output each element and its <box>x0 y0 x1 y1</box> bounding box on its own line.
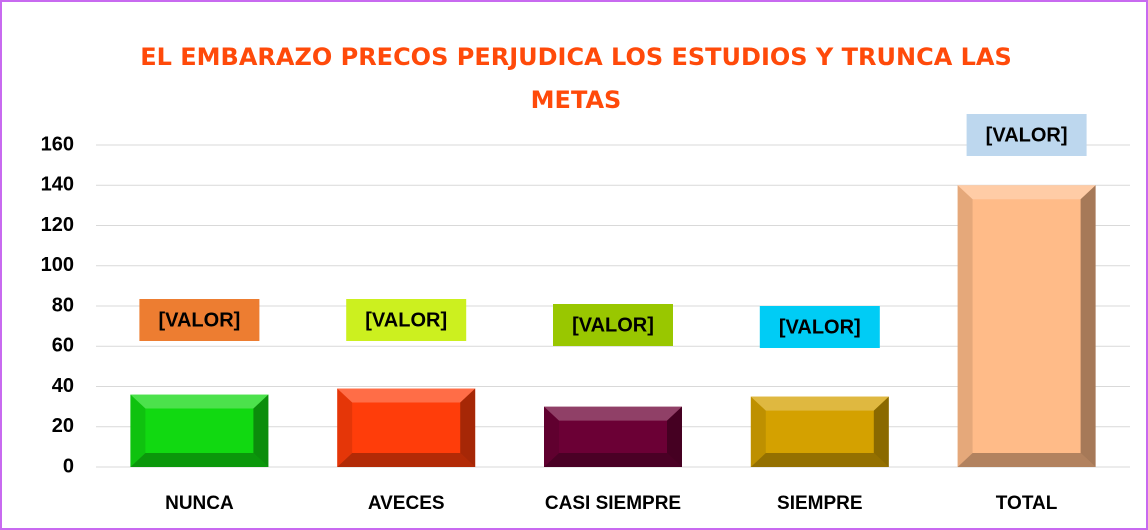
y-tick-label: 140 <box>41 174 74 196</box>
bar <box>337 388 476 467</box>
data-label: [VALOR] <box>365 309 447 331</box>
data-label: [VALOR] <box>986 124 1068 146</box>
data-label-box <box>139 299 260 341</box>
chart-title: EL EMBARAZO PRECOS PERJUDICA LOS ESTUDIO… <box>140 43 1012 114</box>
bar-bevel <box>1080 185 1096 467</box>
x-tick-label: TOTAL <box>996 493 1058 514</box>
bar-bevel <box>544 406 559 467</box>
bar-bevel <box>544 453 682 467</box>
bar <box>544 406 682 467</box>
data-label-box <box>346 299 467 341</box>
bar-bevel <box>750 453 889 467</box>
x-tick-label: SIEMPRE <box>777 493 863 514</box>
bar-bevel <box>957 185 1096 200</box>
data-label-box <box>553 304 673 346</box>
bar-bevel <box>130 394 269 409</box>
bar-bevel <box>337 388 476 403</box>
bar-bevel <box>667 406 682 467</box>
bar-bevel <box>873 396 889 467</box>
x-tick-label: CASI SIEMPRE <box>545 493 681 514</box>
bar-bevel <box>130 453 269 467</box>
data-label: [VALOR] <box>158 309 240 331</box>
bar-bevel <box>750 396 889 411</box>
y-tick-label: 60 <box>52 335 74 357</box>
y-tick-label: 40 <box>52 375 74 397</box>
data-label-box <box>966 114 1087 156</box>
bar <box>957 185 1096 467</box>
y-tick-label: 160 <box>41 133 74 155</box>
bar-bevel <box>957 185 973 467</box>
y-tick-label: 20 <box>52 415 74 437</box>
bar-bevel <box>130 394 146 467</box>
bar-bevel <box>253 394 269 467</box>
data-label: [VALOR] <box>572 314 654 336</box>
y-tick-label: 80 <box>52 294 74 316</box>
bar <box>130 394 269 467</box>
bar-bevel <box>957 453 1096 467</box>
bar <box>750 396 889 467</box>
y-tick-label: 120 <box>41 214 74 236</box>
y-tick-label: 100 <box>41 254 74 276</box>
bar-bevel <box>460 388 476 467</box>
x-tick-label: AVECES <box>368 493 445 514</box>
bar-bevel <box>544 406 682 421</box>
data-label-box <box>759 306 880 348</box>
bar-bevel <box>750 396 766 467</box>
bar-bevel <box>337 388 353 467</box>
x-tick-label: NUNCA <box>165 493 234 514</box>
bar-bevel <box>337 453 476 467</box>
y-tick-label: 0 <box>63 455 74 477</box>
data-label: [VALOR] <box>779 316 861 338</box>
